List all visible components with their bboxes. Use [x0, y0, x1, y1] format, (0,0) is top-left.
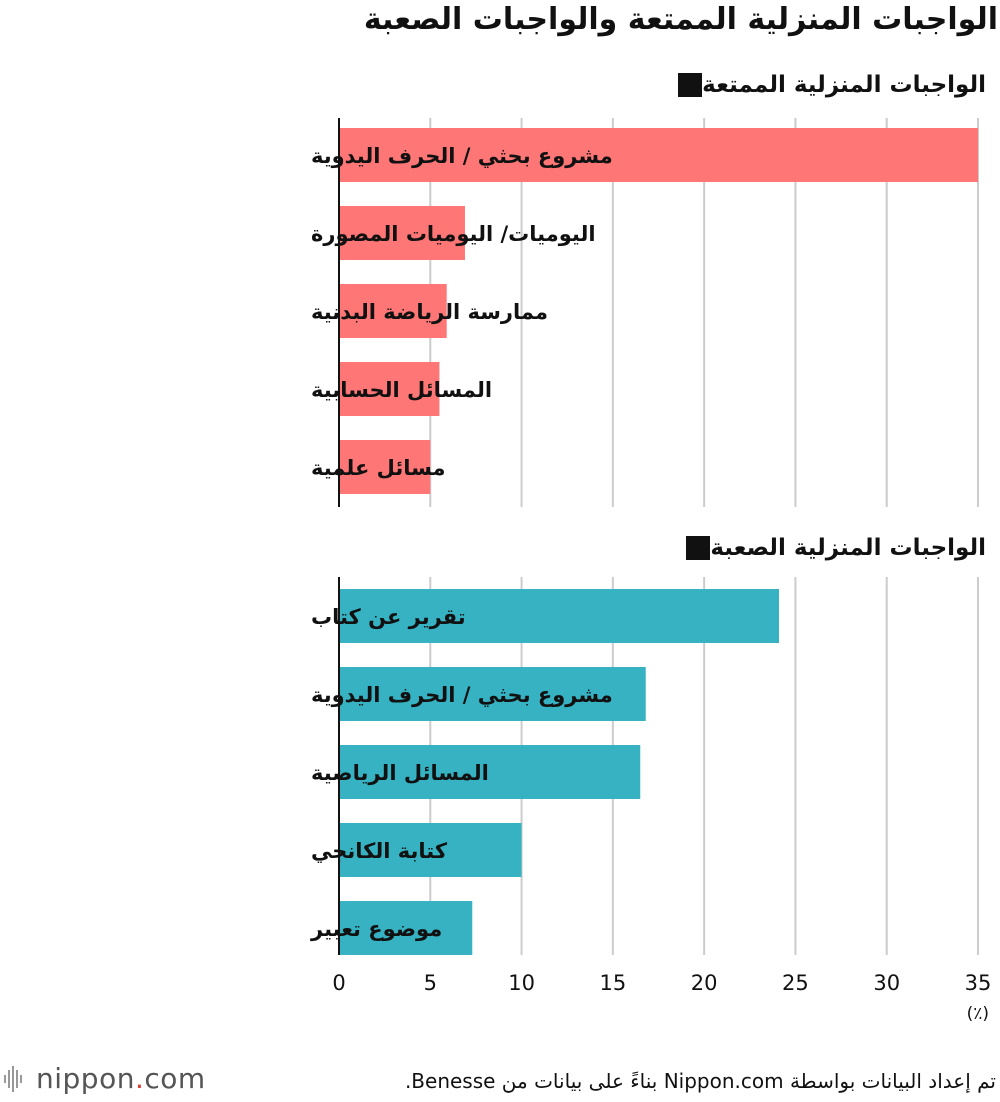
category-label: المسائل الرياضية [311, 761, 489, 785]
source-note: تم إعداد البيانات بواسطة Nippon.com بناء… [404, 1069, 996, 1093]
section-label-hard: الواجبات المنزلية الصعبة [676, 535, 986, 561]
sound-wave-icon [4, 1065, 22, 1092]
category-label: كتابة الكانجي [311, 839, 448, 863]
x-tick-label: 15 [599, 971, 626, 995]
category-label: تقرير عن كتاب [311, 605, 466, 629]
bar [339, 128, 978, 182]
logo-prefix: nippon [36, 1062, 135, 1095]
section-label-hard-text: الواجبات المنزلية الصعبة [710, 535, 986, 561]
x-tick-label: 5 [424, 971, 437, 995]
bar [339, 362, 440, 416]
logo-dot: . [134, 1062, 145, 1095]
category-label: ممارسة الرياضة البدنية [311, 300, 548, 324]
section-label-fun-text: الواجبات المنزلية الممتعة [702, 72, 986, 98]
bar [339, 589, 779, 643]
category-label: مشروع بحثي / الحرف اليدوية [311, 144, 613, 168]
chart-title: الواجبات المنزلية الممتعة والواجبات الصع… [363, 2, 998, 37]
x-tick-label: 10 [508, 971, 535, 995]
category-label: مشروع بحثي / الحرف اليدوية [311, 683, 613, 707]
x-tick-label: 35 [965, 971, 992, 995]
section-label-fun: الواجبات المنزلية الممتعة [668, 72, 986, 98]
legend-square-icon [686, 536, 711, 560]
bar [339, 901, 473, 955]
bar [339, 745, 641, 799]
bar [339, 284, 447, 338]
category-label: المسائل الحسابية [311, 378, 492, 402]
bar [339, 823, 522, 877]
bar [339, 206, 465, 260]
x-tick-label: 0 [332, 971, 345, 995]
legend-square-icon [678, 73, 703, 97]
logo-suffix: com [144, 1062, 206, 1095]
unit-label: (٪) [966, 1004, 989, 1024]
category-label: موضوع تعبير [310, 917, 442, 941]
x-tick-label: 20 [691, 971, 718, 995]
x-tick-label: 25 [782, 971, 809, 995]
bar [339, 440, 431, 494]
nippon-logo: nippon.com [4, 1062, 206, 1095]
bar [339, 667, 646, 721]
chart-svg: مشروع بحثي / الحرف اليدوية اليوميات/ اليو… [310, 118, 992, 995]
category-label: اليوميات/ اليوميات المصورة [311, 222, 596, 246]
category-label: مسائل علمية [311, 456, 446, 480]
x-tick-label: 30 [873, 971, 900, 995]
logo-text: nippon.com [36, 1062, 206, 1095]
